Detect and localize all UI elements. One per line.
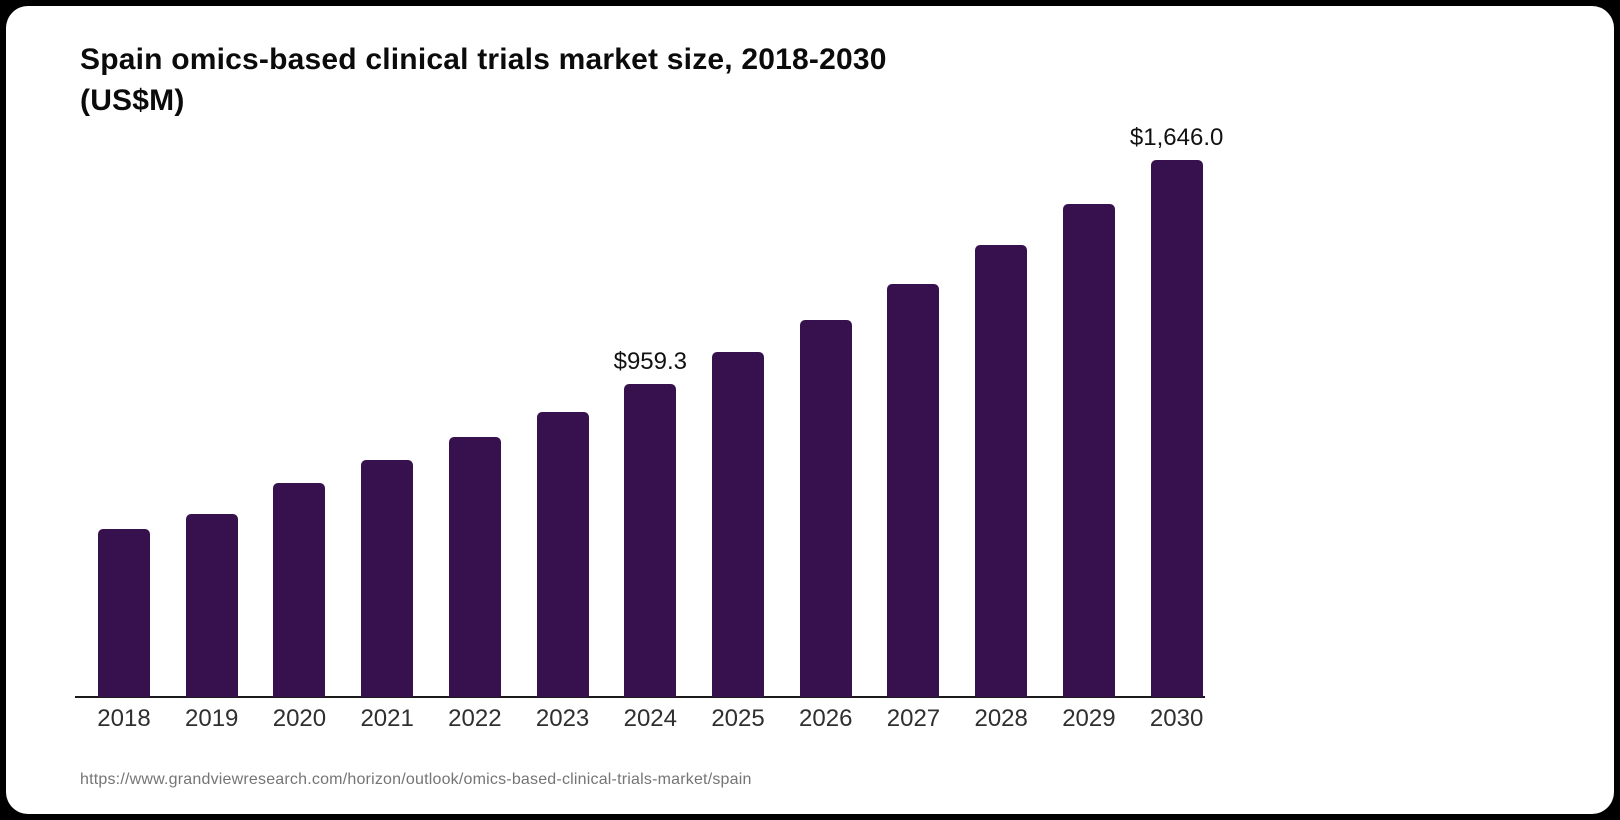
chart-title-line1: Spain omics-based clinical trials market… (80, 43, 887, 76)
source-url: https://www.grandviewresearch.com/horizo… (80, 771, 752, 788)
chart-title: Spain omics-based clinical trials market… (80, 39, 887, 121)
chart-title-line2: (US$M) (80, 84, 185, 117)
chart-card: Spain omics-based clinical trials market… (6, 6, 1614, 814)
